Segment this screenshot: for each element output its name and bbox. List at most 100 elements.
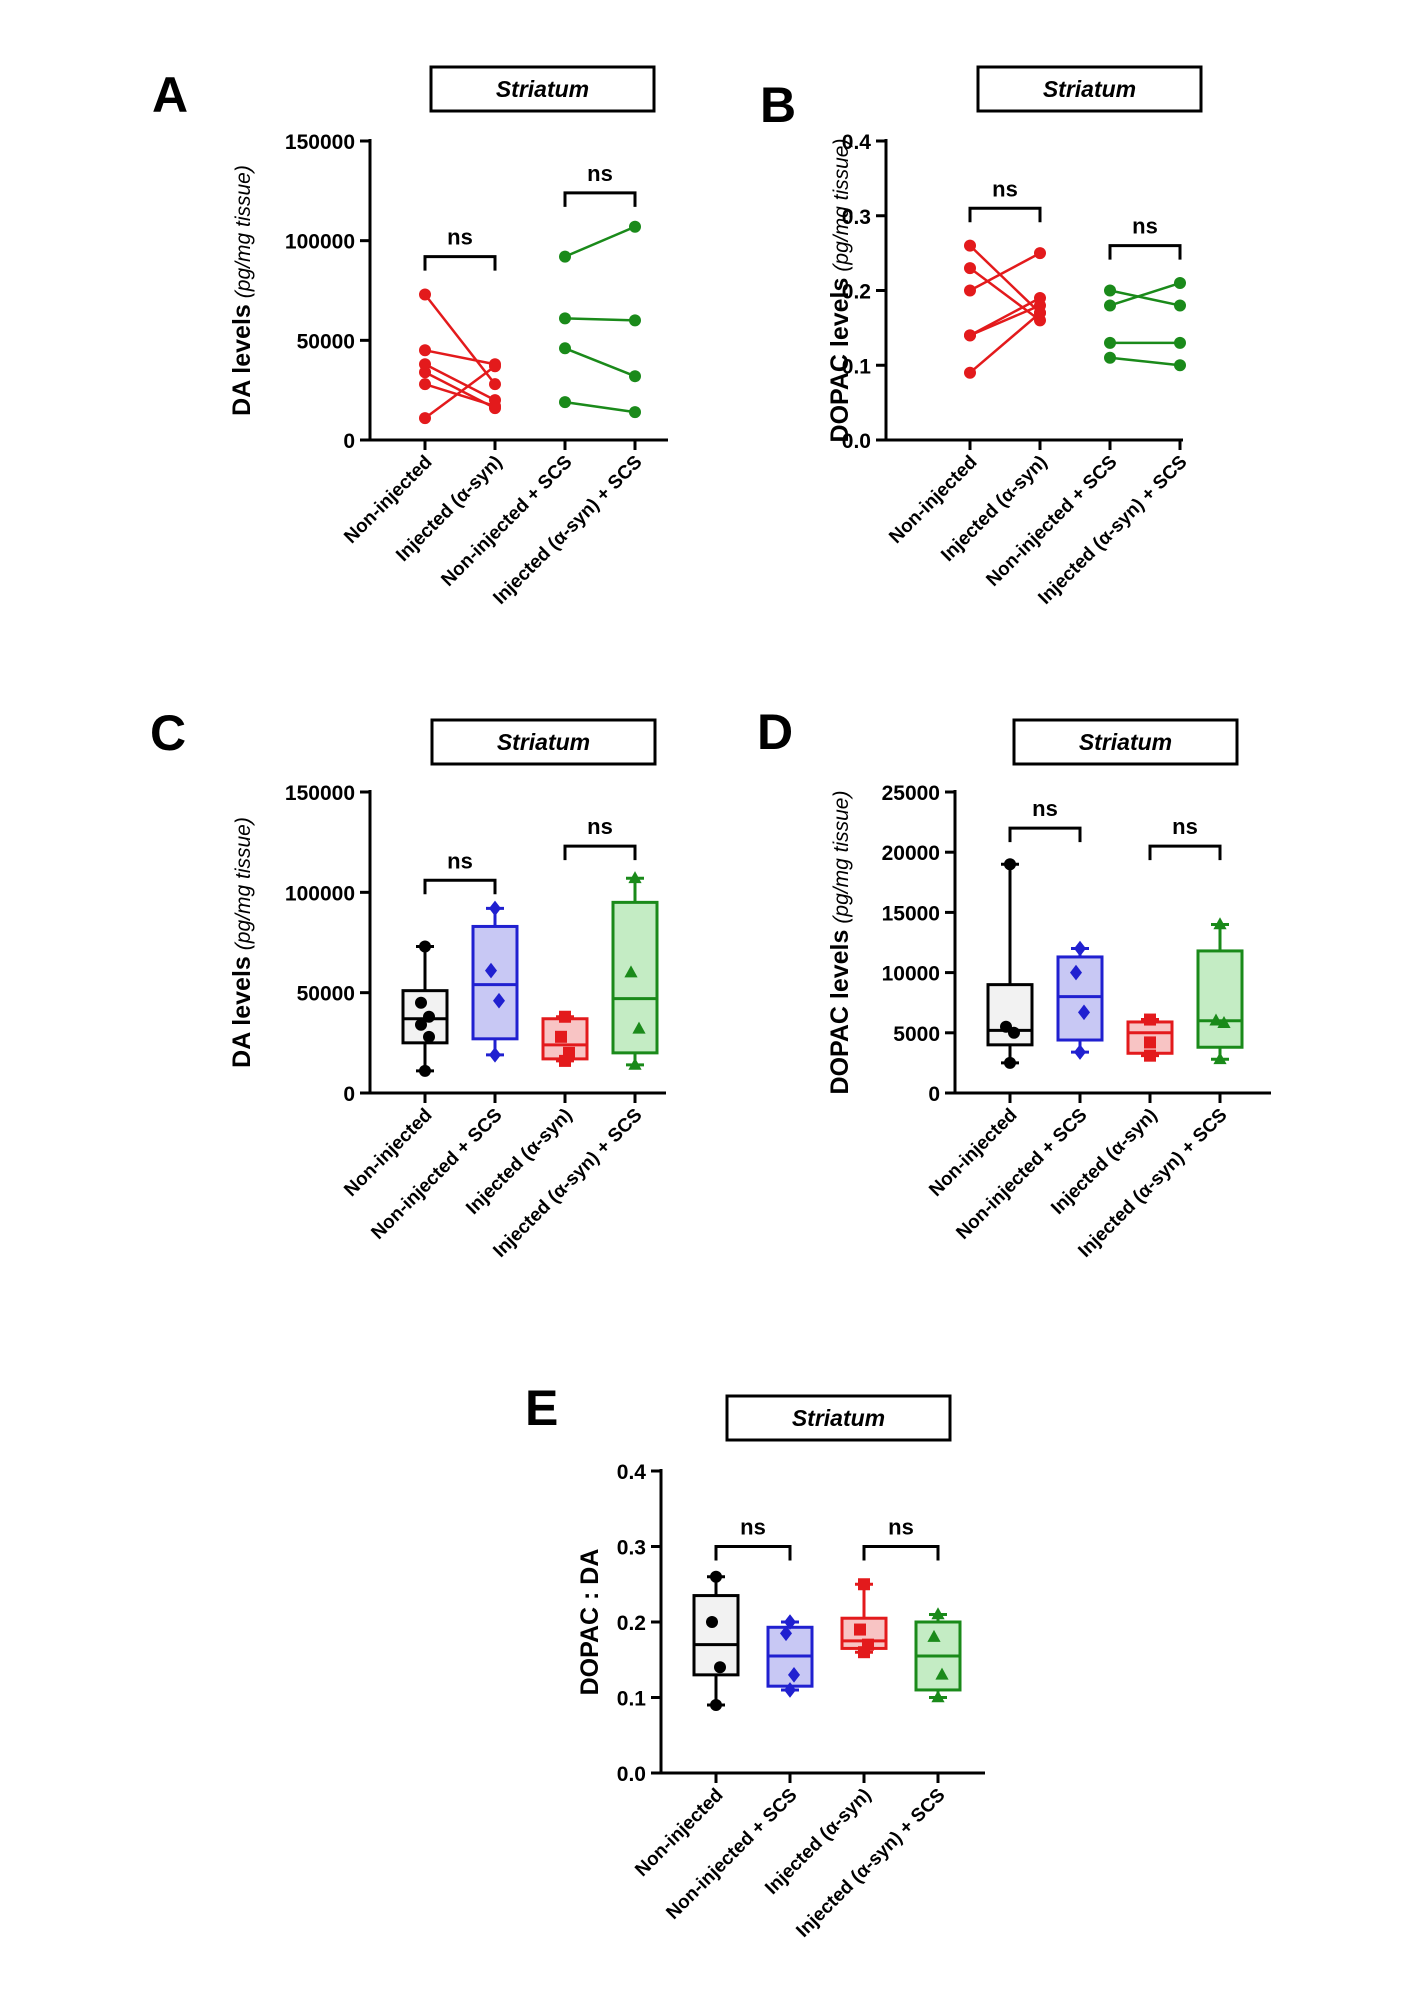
data-point (1034, 306, 1046, 319)
pair-line (969, 252, 1041, 292)
y-axis-label: DOPAC levels (pg/mg tissue) (826, 139, 854, 443)
data-point (784, 1682, 796, 1698)
significance-bracket (1008, 826, 1082, 843)
data-point (419, 344, 431, 357)
data-point (964, 239, 976, 252)
data-point (931, 1690, 945, 1703)
data-point (485, 962, 497, 979)
data-point (1213, 1052, 1227, 1065)
y-axis-label-unit: (pg/mg tissue) (232, 817, 255, 950)
significance-bracket (968, 206, 1042, 223)
data-point (489, 360, 501, 373)
data-point (563, 1046, 575, 1059)
data-point (1174, 336, 1186, 349)
significance-bracket (1148, 844, 1222, 861)
pair-line (424, 382, 496, 408)
pair-line (424, 365, 496, 420)
y-tick-label: 150000 (285, 131, 355, 154)
data-point (559, 396, 571, 409)
data-point (964, 366, 976, 379)
x-tick-label: Injected (α-syn) + SCS (489, 1105, 646, 1262)
title-box (429, 65, 656, 113)
chart-title: Striatum (1079, 729, 1172, 755)
y-tick-label: 0.2 (842, 281, 871, 304)
box-group (840, 1578, 888, 1659)
data-point (423, 1030, 435, 1043)
data-point (415, 996, 427, 1009)
box-group (541, 1010, 589, 1067)
panel-letter: D (757, 704, 793, 760)
data-point (858, 1578, 870, 1591)
pair-line (969, 311, 1041, 374)
data-point (489, 378, 501, 391)
y-axis-label-main: DOPAC levels (826, 278, 854, 443)
data-point (419, 366, 431, 379)
data-point (964, 262, 976, 275)
box-group (986, 858, 1034, 1069)
data-point (1004, 858, 1016, 871)
data-point (559, 1010, 571, 1023)
data-point (710, 1570, 722, 1583)
pair-line (564, 400, 636, 414)
data-point (788, 1667, 800, 1683)
y-tick-label: 50000 (297, 330, 355, 353)
chart-title: Striatum (792, 1405, 885, 1431)
data-point (1078, 1004, 1090, 1021)
significance-bracket (563, 844, 637, 861)
data-point (628, 871, 642, 884)
y-tick-label: 0.1 (617, 1688, 647, 1711)
box-group (1196, 917, 1244, 1065)
significance-label: ns (1032, 796, 1058, 821)
box-group (766, 1614, 814, 1698)
box-group (692, 1570, 740, 1712)
data-point (559, 342, 571, 355)
significance-bracket (862, 1545, 940, 1561)
box-body (692, 1594, 740, 1677)
pair-line (1109, 289, 1181, 307)
pair-line (424, 349, 496, 366)
data-point (419, 412, 431, 425)
data-point (1144, 1049, 1156, 1062)
data-point (927, 1629, 941, 1642)
y-axis-label-unit: (pg/mg tissue) (830, 139, 853, 272)
y-tick-label: 100000 (285, 231, 355, 254)
data-point (489, 900, 501, 917)
pair-line (969, 244, 1041, 314)
data-point (1008, 1026, 1020, 1039)
box-body (1196, 949, 1244, 1049)
data-point (935, 1667, 949, 1680)
y-axis-label-unit: (pg/mg tissue) (232, 165, 255, 298)
data-point (419, 288, 431, 301)
pair-line (1109, 356, 1181, 367)
x-tick-label: Non-injected + SCS (982, 452, 1121, 591)
significance-label: ns (447, 225, 473, 250)
significance-bracket (423, 878, 497, 895)
y-tick-label: 0 (343, 430, 355, 453)
y-axis-label: DOPAC : DA (576, 1549, 604, 1696)
box-group (1056, 940, 1104, 1060)
significance-label: ns (587, 814, 613, 839)
pair-line (564, 317, 636, 322)
data-point (964, 329, 976, 342)
box-group (401, 940, 449, 1077)
x-tick-label: Non-injected + SCS (952, 1105, 1091, 1244)
significance-label: ns (447, 848, 473, 873)
y-tick-label: 0.2 (617, 1612, 646, 1635)
panel-e: E Striatum0.00.10.20.30.4Non-injectedNon-… (525, 1380, 985, 1942)
panel-d: D Striatum 0 5000 10000 15000 20000 25000 Non-in… (757, 704, 1271, 1262)
box-body (1056, 955, 1104, 1042)
data-point (629, 370, 641, 383)
data-point (1174, 359, 1186, 372)
significance-label: ns (992, 176, 1018, 201)
panel-letter: C (150, 705, 186, 761)
data-point (419, 378, 431, 391)
data-point (780, 1625, 792, 1642)
data-point (714, 1661, 726, 1674)
pair-line (564, 347, 636, 378)
y-tick-label: 0 (343, 1083, 355, 1106)
pair-line (424, 293, 496, 385)
box-body (611, 900, 659, 1055)
title-box (725, 1394, 952, 1442)
